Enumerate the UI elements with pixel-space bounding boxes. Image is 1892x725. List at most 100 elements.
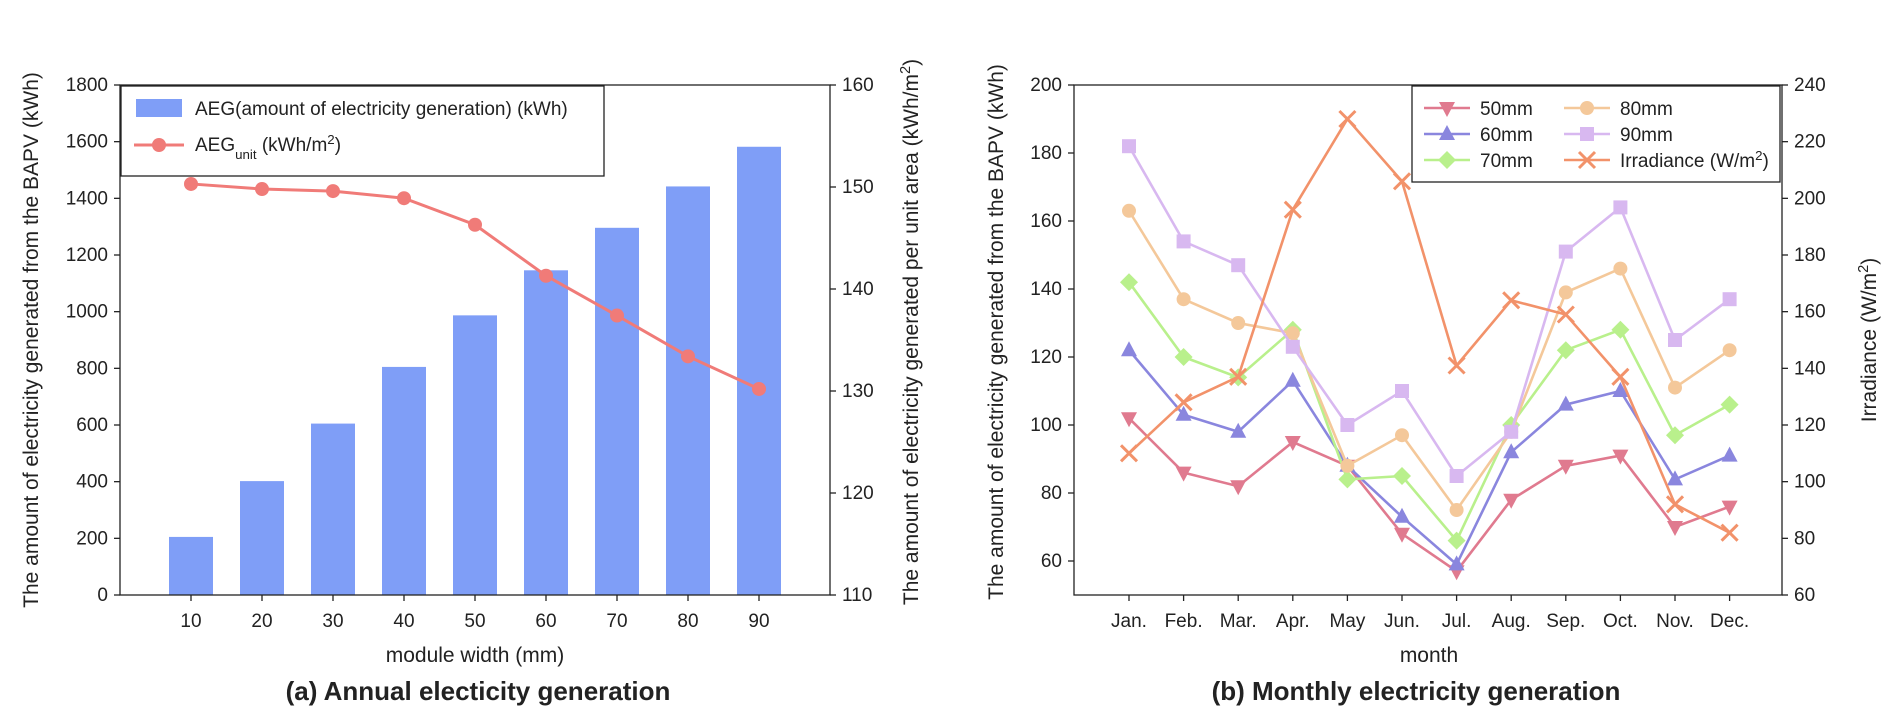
point-irradiance-w-m2-Feb-stroke bbox=[1174, 393, 1193, 412]
legend-marker-irradiance-w-m2 bbox=[1577, 150, 1597, 170]
point-irradiance-w-m2-Apr bbox=[1283, 200, 1302, 219]
x-axis-title: month bbox=[1400, 644, 1458, 667]
y-right-tick-label: 220 bbox=[1794, 132, 1826, 153]
y-tick-label: 180 bbox=[1030, 143, 1062, 164]
point-60mm-Jun bbox=[1394, 507, 1410, 523]
bar-80 bbox=[666, 186, 710, 595]
y-right-tick-label: 200 bbox=[1794, 188, 1826, 209]
y-right-tick-label: 120 bbox=[1794, 415, 1826, 436]
x-tick-label: Dec. bbox=[1710, 611, 1749, 632]
point-irradiance-w-m2-Mar bbox=[1229, 367, 1248, 386]
x-tick-label: 60 bbox=[535, 611, 556, 632]
point-80mm-Nov bbox=[1668, 380, 1682, 395]
y-right-tick-label: 140 bbox=[842, 279, 874, 300]
legend-label-50mm: 50mm bbox=[1480, 99, 1533, 120]
y-tick-label: 0 bbox=[97, 585, 108, 606]
point-irradiance-w-m2-Feb bbox=[1174, 393, 1193, 412]
point-90mm-Oct bbox=[1613, 200, 1628, 215]
point-90mm-Jun bbox=[1395, 384, 1409, 398]
aegunit-point-70 bbox=[610, 308, 624, 323]
legend-bar-swatch bbox=[136, 99, 182, 117]
legend-a: AEG(amount of electricity generation) (k… bbox=[120, 85, 605, 177]
y-right-tick-label: 240 bbox=[1794, 75, 1826, 96]
point-irradiance-w-m2-May bbox=[1338, 109, 1357, 129]
legend-marker-60mm bbox=[1439, 125, 1455, 140]
point-50mm-Sep bbox=[1557, 459, 1574, 475]
x-tick-label: Sep. bbox=[1546, 611, 1585, 632]
point-50mm-Mar bbox=[1230, 480, 1247, 496]
y-tick-label: 1000 bbox=[66, 302, 108, 323]
x-tick-label: 10 bbox=[180, 611, 201, 632]
point-50mm-Apr bbox=[1284, 436, 1301, 451]
point-70mm-Feb bbox=[1174, 348, 1193, 366]
bar-10 bbox=[169, 536, 213, 595]
aegunit-point-30 bbox=[326, 184, 340, 199]
x-tick-label: Jul. bbox=[1442, 611, 1472, 632]
legend-line-label-part: 2 bbox=[327, 132, 334, 147]
point-irradiance-w-m2-Nov bbox=[1665, 495, 1685, 514]
y-tick-label: 60 bbox=[1041, 551, 1062, 572]
point-irradiance-w-m2-Sep bbox=[1556, 305, 1575, 324]
y-right-tick-label: 100 bbox=[1794, 472, 1826, 493]
legend-line-label-part: (kWh/m bbox=[257, 135, 328, 156]
y-right-tick-label: 140 bbox=[1794, 358, 1826, 379]
point-90mm-Aug bbox=[1504, 424, 1519, 439]
legend-bar-label: AEG(amount of electricity generation) (k… bbox=[195, 99, 568, 120]
point-irradiance-w-m2-Mar-stroke bbox=[1229, 367, 1248, 386]
point-irradiance-w-m2-Jan bbox=[1119, 444, 1139, 463]
point-90mm-Jan bbox=[1122, 139, 1136, 154]
y-axis-title: The amount of electricity generated from… bbox=[985, 64, 1008, 600]
x-tick-label: Nov. bbox=[1656, 611, 1694, 632]
point-60mm-Nov bbox=[1667, 470, 1683, 486]
point-80mm-Mar bbox=[1231, 316, 1246, 330]
point-80mm-Feb bbox=[1176, 292, 1191, 307]
point-70mm-Jul bbox=[1447, 531, 1466, 550]
x-tick-label: Jun. bbox=[1384, 611, 1420, 632]
point-irradiance-w-m2-Apr-stroke bbox=[1283, 200, 1302, 219]
legend-marker-90mm bbox=[1580, 127, 1594, 141]
point-50mm-Feb bbox=[1175, 466, 1192, 482]
series-line-80mm bbox=[1127, 210, 1731, 513]
point-irradiance-w-m2-Sep-stroke bbox=[1556, 305, 1575, 324]
point-80mm-Jan bbox=[1122, 203, 1136, 218]
point-80mm-Jul bbox=[1449, 503, 1464, 517]
caption-a: (a) Annual electicity generation bbox=[286, 676, 671, 706]
point-irradiance-w-m2-Aug-stroke bbox=[1502, 291, 1521, 310]
bar-70 bbox=[595, 227, 639, 596]
point-60mm-Mar bbox=[1230, 422, 1247, 438]
aegunit-point-90 bbox=[752, 381, 766, 396]
point-80mm-May bbox=[1340, 458, 1355, 473]
y-right-axis-title-part: ) bbox=[1858, 258, 1881, 265]
point-50mm-Aug bbox=[1503, 493, 1520, 509]
point-60mm-Oct bbox=[1612, 382, 1629, 397]
series-line-60mm bbox=[1128, 349, 1731, 567]
point-80mm-Oct bbox=[1613, 261, 1628, 276]
aegunit-point-20 bbox=[255, 182, 269, 197]
point-50mm-Oct bbox=[1612, 449, 1629, 465]
point-irradiance-w-m2-Jul-stroke bbox=[1447, 356, 1466, 375]
aegunit-point-80 bbox=[681, 349, 695, 364]
y-right-tick-label: 160 bbox=[1794, 302, 1826, 323]
point-70mm-Nov bbox=[1666, 426, 1684, 445]
y-right-tick-label: 80 bbox=[1794, 528, 1815, 549]
plot-frame bbox=[1073, 84, 1783, 596]
y-right-tick-label: 110 bbox=[842, 585, 872, 606]
y-tick-label: 80 bbox=[1041, 483, 1062, 504]
x-axis-title: module width (mm) bbox=[386, 644, 565, 667]
point-60mm-Jan bbox=[1121, 341, 1137, 357]
legend-line-label-part: unit bbox=[235, 147, 257, 162]
aegunit-point-50 bbox=[468, 217, 482, 232]
x-tick-label: Oct. bbox=[1603, 611, 1638, 632]
y-right-axis-title-part: 2 bbox=[898, 66, 914, 74]
point-70mm-Oct bbox=[1611, 320, 1630, 339]
point-70mm-May bbox=[1338, 470, 1357, 489]
point-irradiance-w-m2-Jun bbox=[1392, 172, 1412, 191]
legend-marker-irradiance-w-m2-stroke bbox=[1577, 150, 1597, 170]
point-irradiance-w-m2-Nov-stroke bbox=[1665, 495, 1685, 514]
y-right-tick-label: 130 bbox=[842, 381, 874, 402]
y-tick-label: 100 bbox=[1030, 415, 1062, 436]
bar-60 bbox=[524, 270, 568, 595]
series-line-irradiance-w-m2 bbox=[1128, 116, 1731, 534]
